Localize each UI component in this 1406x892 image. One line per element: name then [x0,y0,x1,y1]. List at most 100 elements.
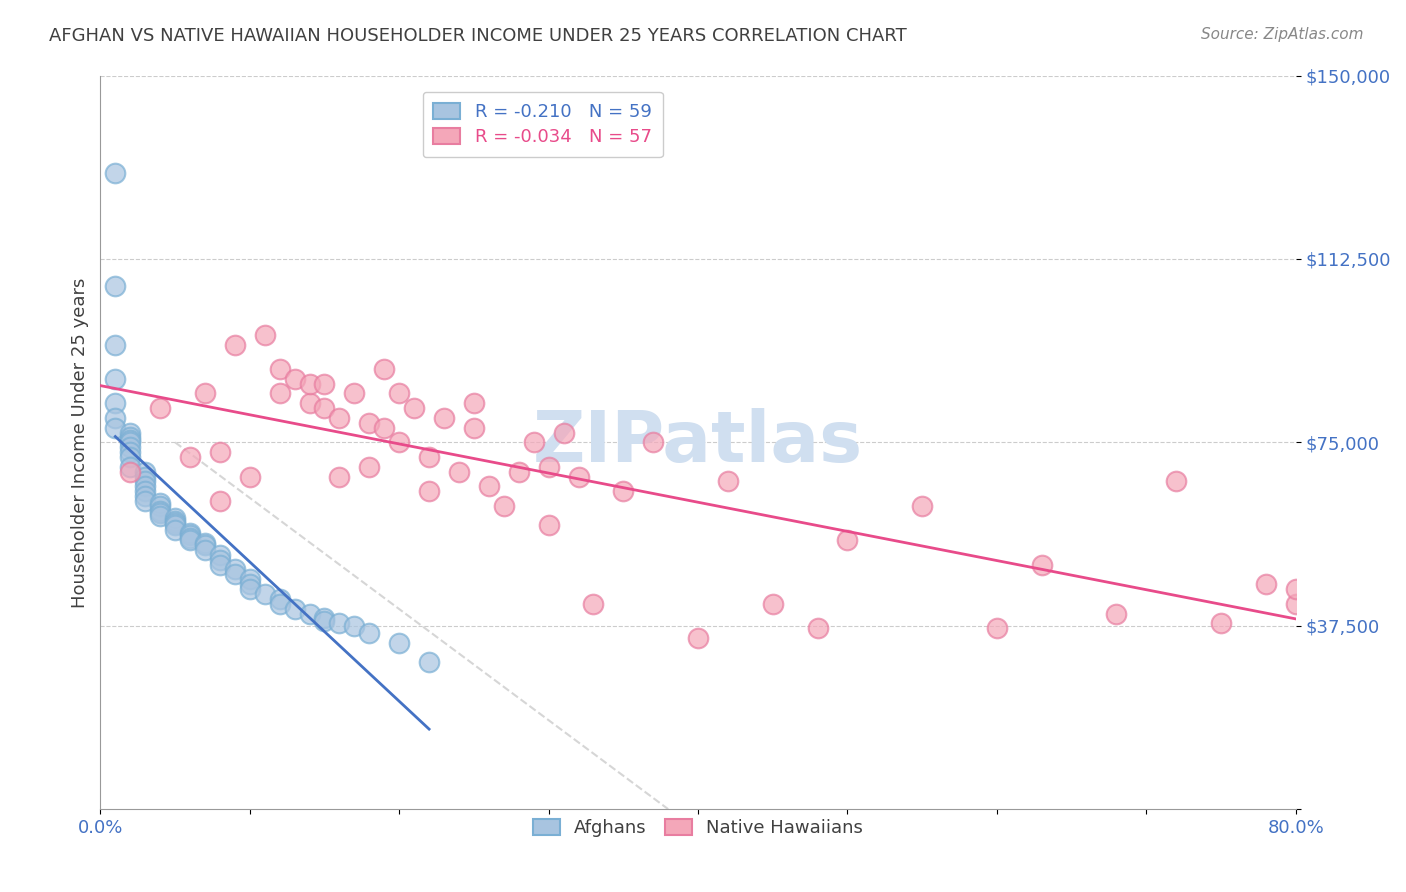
Point [134,469,156,483]
Point [1031,558,1053,572]
Text: Source: ZipAtlas.com: Source: ZipAtlas.com [1201,27,1364,42]
Point [208,552,231,566]
Point [194,538,217,552]
Point [553,425,575,440]
Point [478,479,501,493]
Point [149,506,172,520]
Point [134,475,156,489]
Point [120,465,142,479]
Point [447,465,470,479]
Point [911,499,934,513]
Point [104,420,127,434]
Point [179,450,201,464]
Point [284,601,307,615]
Point [1209,616,1232,631]
Point [104,396,127,410]
Point [165,518,187,533]
Point [239,469,262,483]
Point [508,465,530,479]
Point [120,435,142,450]
Point [523,435,546,450]
Point [686,631,709,645]
Point [208,548,231,562]
Point [104,278,127,293]
Point [104,166,127,180]
Point [179,533,201,548]
Point [359,459,381,474]
Point [298,376,321,391]
Point [986,621,1008,635]
Point [165,516,187,530]
Point [120,433,142,447]
Point [194,543,217,558]
Point [328,469,350,483]
Legend: Afghans, Native Hawaiians: Afghans, Native Hawaiians [526,812,870,844]
Point [134,479,156,493]
Text: ZIPatlas: ZIPatlas [533,408,863,477]
Point [120,450,142,464]
Point [404,401,426,416]
Point [104,372,127,386]
Point [224,567,246,582]
Point [208,558,231,572]
Point [120,445,142,459]
Point [269,362,291,376]
Point [134,489,156,503]
Point [582,597,605,611]
Point [120,430,142,444]
Point [179,528,201,542]
Point [298,396,321,410]
Point [314,614,336,628]
Point [1285,597,1308,611]
Point [253,587,276,601]
Point [314,401,336,416]
Point [224,562,246,576]
Point [492,499,515,513]
Point [1105,607,1128,621]
Point [134,484,156,499]
Point [165,511,187,525]
Point [537,459,560,474]
Y-axis label: Householder Income Under 25 years: Householder Income Under 25 years [72,277,89,607]
Point [418,484,440,499]
Point [1166,475,1188,489]
Point [343,618,366,632]
Point [208,494,231,508]
Point [567,469,589,483]
Point [120,425,142,440]
Point [1254,577,1277,591]
Point [149,508,172,523]
Point [179,525,201,540]
Point [239,577,262,591]
Text: AFGHAN VS NATIVE HAWAIIAN HOUSEHOLDER INCOME UNDER 25 YEARS CORRELATION CHART: AFGHAN VS NATIVE HAWAIIAN HOUSEHOLDER IN… [49,27,907,45]
Point [343,386,366,401]
Point [373,362,395,376]
Point [120,440,142,454]
Point [104,337,127,351]
Point [298,607,321,621]
Point [149,496,172,510]
Point [149,401,172,416]
Point [269,591,291,606]
Point [418,656,440,670]
Point [165,524,187,538]
Point [762,597,785,611]
Point [328,616,350,631]
Point [463,396,485,410]
Point [165,514,187,528]
Point [269,597,291,611]
Point [239,572,262,586]
Point [463,420,485,434]
Point [433,410,456,425]
Point [194,386,217,401]
Point [612,484,634,499]
Point [1285,582,1308,596]
Point [373,420,395,434]
Point [239,582,262,596]
Point [359,416,381,430]
Point [149,504,172,518]
Point [208,445,231,459]
Point [120,459,142,474]
Point [253,327,276,342]
Point [837,533,859,548]
